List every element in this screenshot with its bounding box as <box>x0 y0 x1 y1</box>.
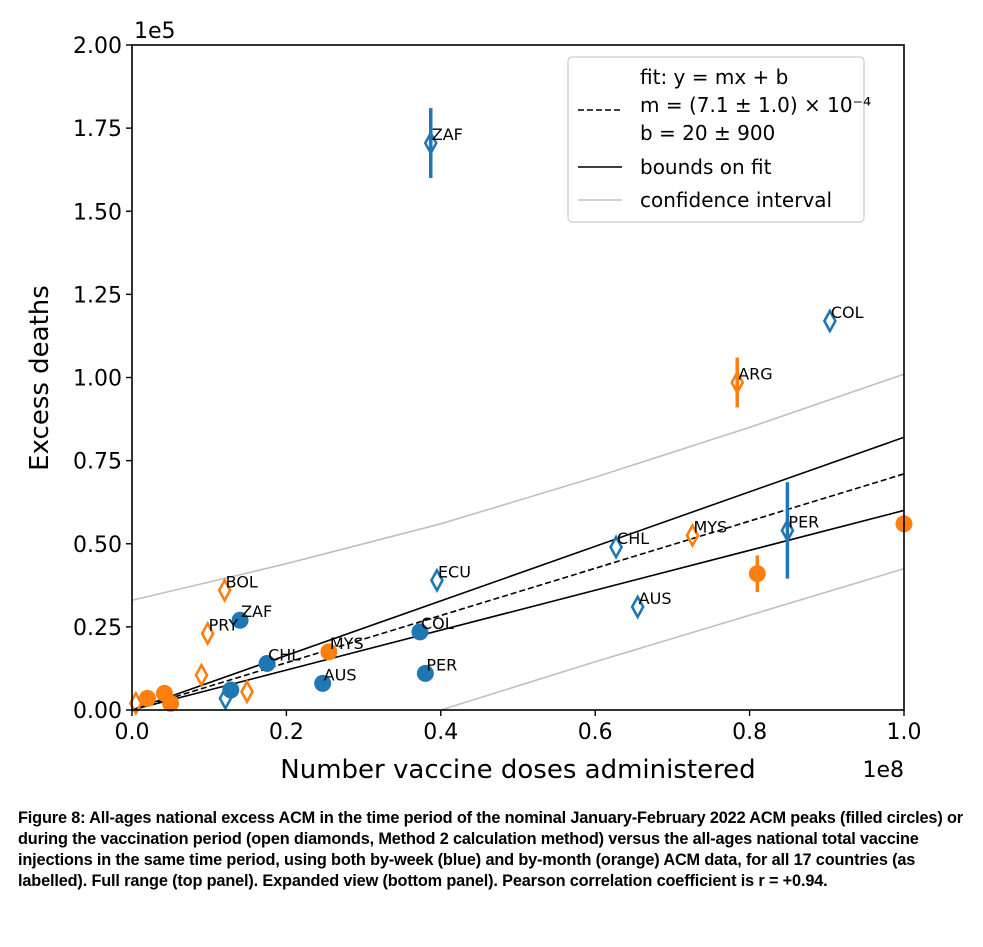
figure-caption: Figure 8: All-ages national excess ACM i… <box>18 809 963 890</box>
data-point-circle <box>416 664 434 682</box>
data-point-label: MYS <box>330 634 364 653</box>
confidence-interval-lower <box>440 567 904 710</box>
data-point-diamond <box>822 308 837 334</box>
data-point-label: MYS <box>693 517 727 536</box>
data-point-circle <box>320 643 338 661</box>
x-tick-label: 0.8 <box>732 720 767 745</box>
y-tick-label: 2.00 <box>73 34 122 59</box>
y-axis: 0.00 0.25 0.50 0.75 1.00 1.25 1.50 1.75 2.00 <box>73 34 132 724</box>
data-point-label: PER <box>426 655 457 674</box>
x-axis-title: Number vaccine doses administered <box>280 755 755 785</box>
data-point-circle <box>411 623 429 641</box>
data-point-diamond <box>429 567 444 594</box>
data-point-label: CHL <box>617 529 649 548</box>
data-point-diamond <box>217 577 232 603</box>
legend-ci-label: confidence interval <box>640 188 832 212</box>
data-point-diamond <box>240 679 255 705</box>
data-point-diamond <box>194 662 209 688</box>
x-tick-label: 0.6 <box>578 720 613 745</box>
data-point-label: AUS <box>639 589 672 608</box>
data-point-diamond <box>609 534 624 560</box>
x-tick-label: 0.0 <box>115 720 150 745</box>
data-point-circle <box>222 681 240 699</box>
data-point-diamond <box>780 517 795 544</box>
x-tick-label: 1.0 <box>887 720 922 745</box>
y-tick-label: 1.50 <box>73 200 122 225</box>
data-point-label: ARG <box>738 364 772 383</box>
y-tick-label: 0.00 <box>73 699 122 724</box>
data-point-diamond <box>423 130 438 156</box>
y-tick-label: 1.75 <box>73 117 122 142</box>
fit-bound-lower <box>132 509 904 710</box>
y-tick-label: 0.25 <box>73 616 122 641</box>
data-point-label: AUS <box>324 665 357 684</box>
confidence-interval-upper <box>132 373 904 602</box>
data-point-label: PER <box>788 512 819 531</box>
x-tick-label: 0.2 <box>269 720 304 745</box>
y-multiplier-label: 1e5 <box>134 19 176 44</box>
legend-fit-title: fit: y = mx + b <box>640 65 788 89</box>
legend-slope: m = (7.1 ± 1.0) × 10⁻⁴ <box>640 93 871 117</box>
data-point-circle <box>231 611 249 629</box>
points-layer <box>128 130 913 717</box>
data-point-diamond <box>200 620 215 647</box>
data-point-circle <box>748 565 766 583</box>
y-tick-label: 0.75 <box>73 450 122 475</box>
legend-box <box>567 56 865 223</box>
confidence-interval-layer <box>132 373 904 710</box>
point-labels-layer: ZAF CHL MYS AUS COL PER ZAF COL ECU CHL AUS PER ARG M… <box>209 125 864 684</box>
data-point-diamond <box>630 594 645 620</box>
data-point-label: BOL <box>226 572 258 591</box>
y-tick-label: 1.00 <box>73 367 122 392</box>
x-multiplier-label: 1e8 <box>862 758 904 783</box>
data-point-circle <box>314 674 332 692</box>
data-point-circle <box>138 689 156 707</box>
legend: fit: y = mx + b m = (7.1 ± 1.0) × 10⁻⁴ b… <box>567 56 871 223</box>
data-point-label: ZAF <box>432 125 463 144</box>
x-tick-label: 0.4 <box>423 720 458 745</box>
data-point-diamond <box>218 685 233 712</box>
data-point-diamond <box>730 369 745 396</box>
y-axis-title: Excess deaths <box>25 285 55 471</box>
data-point-circle <box>258 654 276 672</box>
data-point-diamond <box>685 522 700 549</box>
y-tick-label: 0.50 <box>73 533 122 558</box>
y-tick-label: 1.25 <box>73 283 122 308</box>
data-point-label: COL <box>421 614 454 633</box>
scatter-chart: ZAF CHL MYS AUS COL PER ZAF COL ECU CHL AUS PER ARG M… <box>25 19 922 785</box>
data-point-label: PRY <box>209 616 239 635</box>
data-point-label: CHL <box>268 645 300 664</box>
data-point-label: COL <box>831 303 864 322</box>
legend-intercept: b = 20 ± 900 <box>640 121 775 145</box>
data-point-label: ECU <box>438 562 471 581</box>
legend-bounds-label: bounds on fit <box>640 155 772 179</box>
data-point-circle <box>162 694 180 712</box>
data-point-label: ZAF <box>241 602 272 621</box>
x-axis: 0.0 0.2 0.4 0.6 0.8 1.0 <box>115 710 922 745</box>
